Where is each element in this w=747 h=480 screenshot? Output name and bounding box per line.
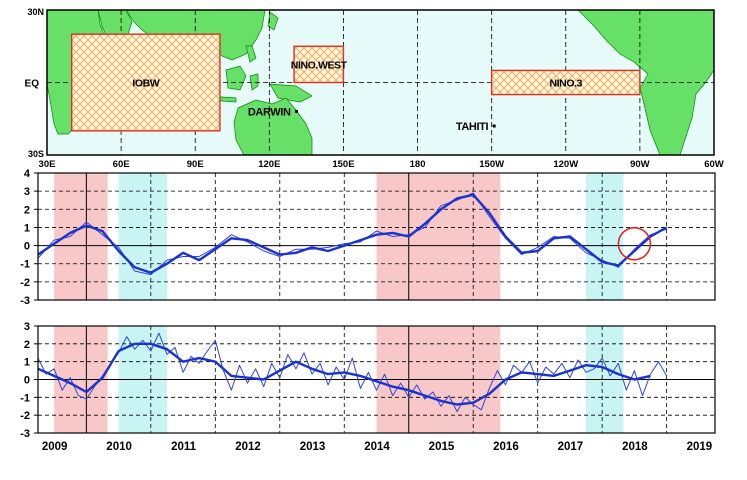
highlight-circle [617,227,652,261]
station-label: DARWIN [248,107,291,119]
lat-label: 30N [27,7,44,17]
region-label: NINO.3 [549,78,582,90]
lon-label: 60E [113,159,130,170]
x-tick-label: 2010 [106,441,132,453]
y-tick-label: -3 [20,428,30,440]
station-marker [295,110,299,113]
region-box [293,45,345,84]
y-tick-label: 4 [24,168,31,180]
y-tick-label: 1 [24,357,30,369]
lon-label: 90W [630,159,650,170]
x-tick-label: 2011 [171,441,197,453]
lon-label: 60W [704,159,724,170]
x-tick-label: 2016 [493,441,519,453]
lon-label: 150W [479,159,504,170]
x-tick-label: 2017 [558,441,584,453]
region-label: IOBW [132,78,159,90]
la-nina-shading [118,173,167,300]
x-tick-label: 2019 [687,441,713,453]
soi-anomaly-panel: -3 -2 -1 0 1 2 3 2009 2010 2011 2012 2013 2014 2015 20… [20,321,716,453]
x-tick-label: 2014 [364,441,390,453]
y-tick-label: 3 [24,321,30,333]
map-frame [46,9,715,156]
newguinea-island [269,83,313,103]
running-mean-line [37,342,651,406]
panel-frame [37,172,716,301]
index-region-map: IOBW NINO.WEST NINO.3 DARWIN TAHITI 30N EQ 30S3… [25,7,724,170]
x-tick-label: 2013 [300,441,326,453]
y-tick-label: -3 [20,295,30,307]
australia-landmass [233,97,313,156]
y-tick-label: -2 [20,410,30,422]
x-tick-label: 2009 [42,441,68,453]
station-label: TAHITI [456,121,489,133]
region-box [490,69,641,96]
philippines-island [245,45,257,63]
nino3-sst-anomaly-panel: -3 -2 -1 0 1 2 3 4 [20,168,716,307]
x-tick-label: 2015 [429,441,455,453]
japan-island [267,11,279,31]
y-tick-label: 3 [24,186,30,198]
x-tick-label: 2018 [622,441,648,453]
y-tick-label: -1 [20,392,30,404]
y-tick-label: 0 [24,241,30,253]
y-tick-label: -1 [20,259,30,271]
lon-label: 120W [553,159,578,170]
lon-label: 180 [410,159,426,170]
la-nina-shading [586,173,624,300]
x-tick-label: 2012 [235,441,261,453]
region-label: NINO.WEST [291,59,348,71]
lon-label: 90E [187,159,204,170]
lon-label: 120E [258,159,280,170]
lon-label: 150E [332,159,354,170]
lon-label: 30E [39,159,56,170]
station-marker [492,124,496,128]
lat-label: 30S [28,149,44,159]
y-tick-label: -2 [20,277,30,289]
lat-label: EQ [25,79,40,90]
running-mean-line [37,193,668,274]
el-nino-shading [54,173,108,300]
y-tick-label: 1 [24,222,30,234]
el-nino-shading [376,173,501,300]
region-box [71,33,221,132]
y-tick-label: 2 [24,204,30,216]
monthly-series-line [37,332,668,413]
y-tick-label: 2 [24,339,30,351]
america-landmass [577,9,715,156]
y-tick-label: 0 [24,375,30,387]
sulawesi-island [249,73,259,91]
borneo-island [225,65,247,91]
